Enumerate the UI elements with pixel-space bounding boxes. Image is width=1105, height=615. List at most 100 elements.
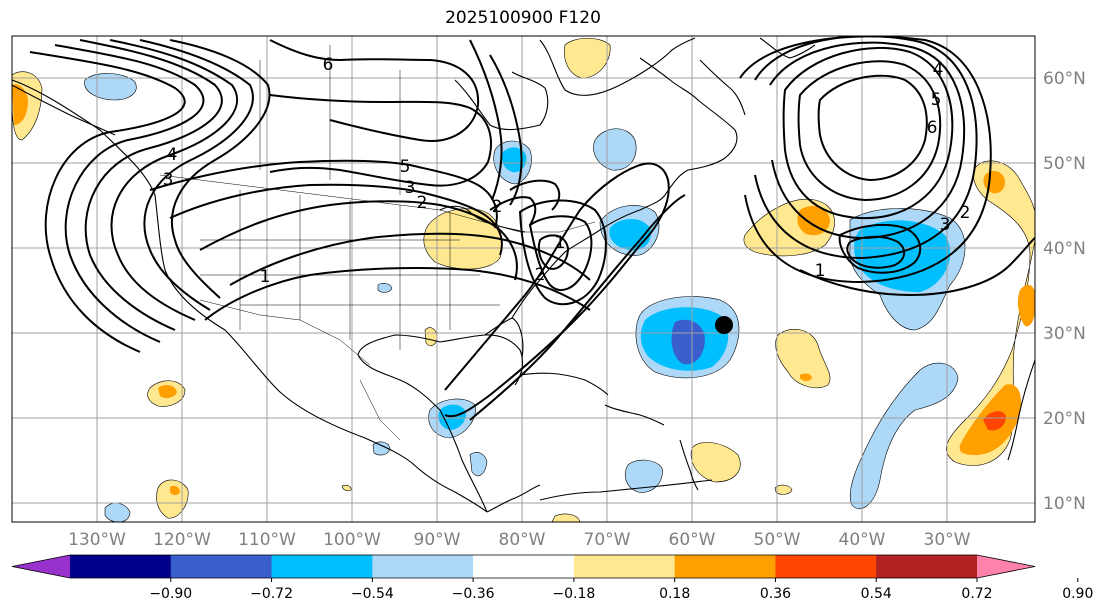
border-mexico-states [359,379,401,441]
anomaly-neg-new-england-core [609,219,651,251]
storm-position-marker [715,316,733,334]
contour-label: 2 [960,203,971,223]
contour-east-north [489,54,523,206]
coastline-hudson-bay [454,71,549,131]
colorbar-tick-label: 0.18 [659,586,690,602]
contour-label: 2 [492,197,503,217]
contour-label: 6 [323,55,334,75]
lon-label: 80°W [499,530,546,550]
contour-label: 3 [405,178,416,198]
coastline-gulf [357,334,524,513]
contour-east-big-1 [444,162,670,418]
contour-east-north-2 [469,39,503,201]
anomaly-pos-mid-atlantic [775,328,831,389]
anomaly-pos-small-4 [341,484,352,492]
colorbar-segment [271,555,373,578]
colorbar-extend-low [12,555,70,578]
anomaly-pos-caribbean-east [690,442,741,483]
anomaly-neg-alaska [84,73,137,101]
coastline-greenland-west [699,59,746,116]
colorbar-segment [674,555,776,578]
coastline-south-america [539,479,713,501]
anomaly-neg-small-1 [372,441,391,456]
contour-canada-2 [199,200,518,281]
lat-label: 40°N [1043,239,1086,259]
colorbar-segment [170,555,273,578]
lon-label: 100°W [323,530,381,550]
contour-east-big-2 [469,194,686,421]
anomaly-pos-north-atlantic-core [797,205,830,236]
contour-label: 3 [163,170,174,190]
coastline-cuba [519,372,609,396]
coastline-central-america [486,484,541,513]
contour-atl-4 [782,46,954,220]
contour-east-branch [489,196,537,226]
lat-label: 50°N [1043,154,1086,174]
anomaly-neg-north-atlantic-core [854,220,951,292]
borders [159,45,596,441]
colorbar-segment [70,555,172,578]
anomaly-pos-east-atlantic-band [1017,284,1035,327]
coastline-north-america-west [12,79,488,513]
anomaly-neg-small-3 [377,283,393,293]
colorbar-tick-label: −0.90 [149,586,192,602]
contour-label: 3 [940,215,951,235]
anomaly-pos-small-2 [424,327,438,347]
contour-label-group: 6 5 4 3 2 1 2 1 2 3 4 5 6 2 3 1 [163,55,971,287]
coastline-east-us [511,194,666,319]
anomaly-pos-great-lakes [423,208,503,270]
anomaly-neg-east-atlantic-band [849,362,959,510]
longitude-labels: 130°W 120°W 110°W 100°W 90°W 80°W 70°W 6… [68,530,971,550]
lon-label: 30°W [924,530,971,550]
contour-atl-low [838,223,922,274]
contour-west-4 [109,39,238,321]
colorbar: −0.90 −0.72 −0.54 −0.36 −0.18 0.18 0.36 0.54 0.7… [11,554,1093,602]
contour-label: 5 [931,90,942,110]
map-title: 2025100900 F120 [445,8,601,28]
colorbar-segment [876,555,978,578]
contour-atl-3 [769,41,966,240]
contour-west-2 [54,44,205,343]
coastline-lesser-antilles [679,439,699,491]
colorbar-outline [11,554,1036,579]
contour-east-branch-2 [509,179,561,211]
coastline-alaska-aleutians [12,84,116,136]
colorbar-segment [573,555,676,578]
anomaly-pos-east-pacific-core [158,384,177,399]
contour-west-5 [139,39,254,311]
colorbar-tick-label: −0.54 [351,586,394,602]
contour-west-1 [29,51,186,353]
anomaly-neg-hudson-core [501,147,527,173]
lon-label: 50°W [754,530,801,550]
lon-label: 70°W [584,530,631,550]
border-us-canada-east [439,209,596,233]
colorbar-tick-label: 0.90 [1062,586,1093,602]
anomaly-pos-pacific-south-core [170,485,180,495]
coastline-canada-east [639,57,738,196]
contour-label: 4 [933,60,944,80]
lat-label: 20°N [1043,409,1086,429]
anomaly-neg-small-4 [469,452,488,477]
anomaly-neg-gulf-mexico-core [438,404,467,430]
anomaly-pos-east-atlantic-core [983,411,1006,431]
lon-label: 60°W [669,530,716,550]
anomaly-neg-small-2 [104,502,131,522]
latitude-labels: 60°N 50°N 40°N 30°N 20°N 10°N [1043,69,1086,514]
colorbar-extend-high [977,555,1035,578]
coastline-caribbean-islands [604,404,665,426]
contour-label: 1 [555,233,566,253]
coastline-greenland-east [759,37,816,59]
lat-label: 60°N [1043,69,1086,89]
contour-label: 6 [927,118,938,138]
lon-label: 130°W [68,530,126,550]
anomaly-neg-central-atlantic-core [671,319,705,365]
anomaly-pos-mid-atlantic-dot [800,373,812,381]
border-us-canada [159,174,441,211]
contour-label: 4 [167,145,178,165]
colorbar-segment [372,555,474,578]
lon-label: 120°W [153,530,211,550]
contour-label: 5 [400,157,411,177]
contour-canada-5 [269,94,492,187]
contour-east-loop [537,234,570,270]
